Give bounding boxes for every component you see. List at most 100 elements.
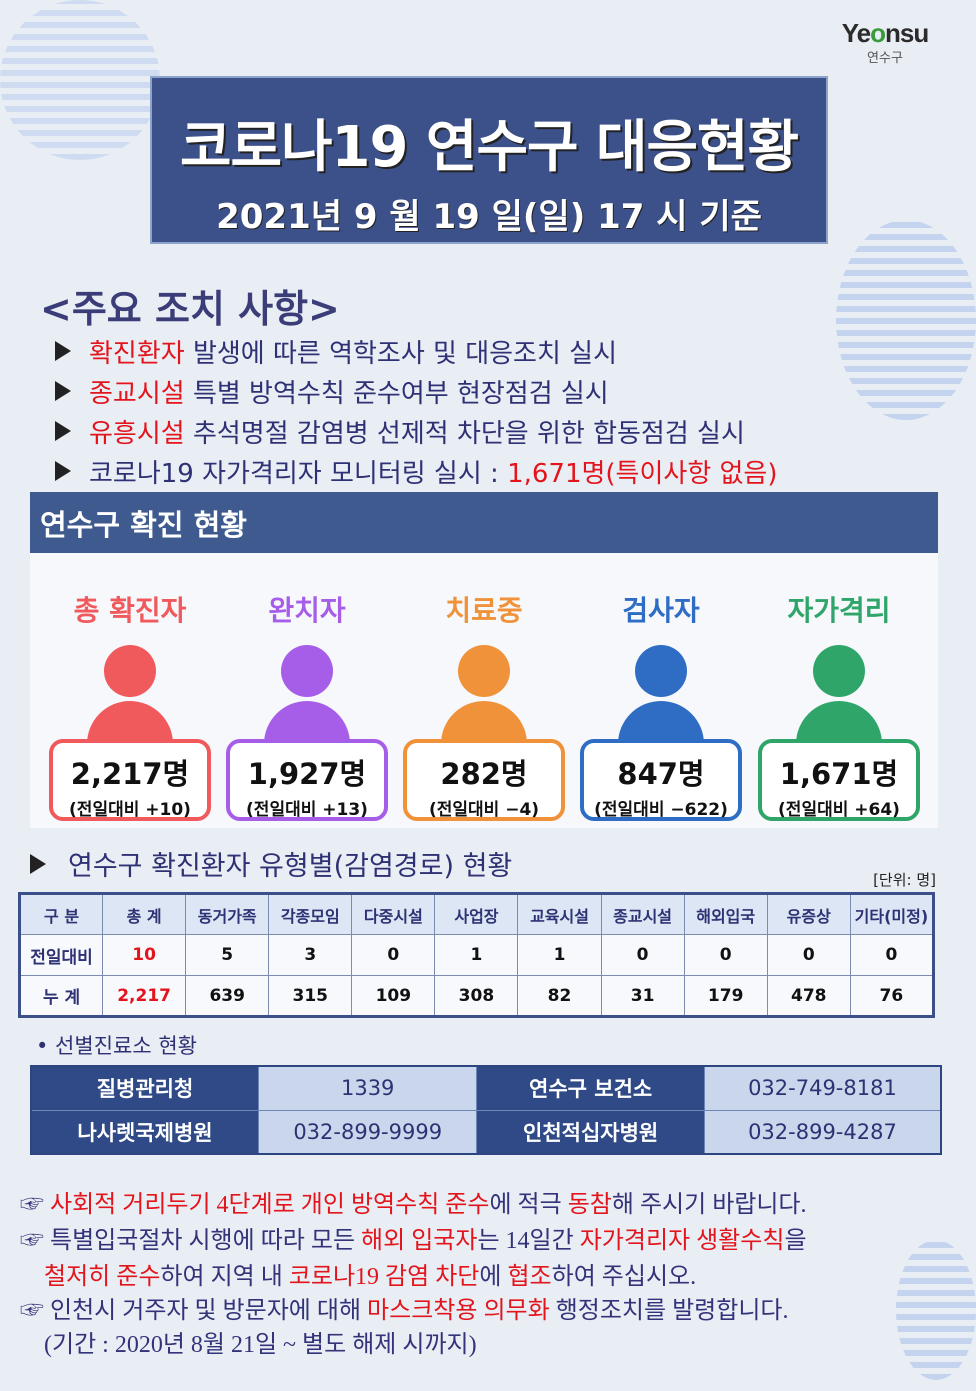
clinic-phone: 032-899-4287 <box>703 1109 942 1155</box>
person-icon <box>104 645 156 697</box>
card-value: 282명 <box>440 757 528 791</box>
page-date: 2021년 9 월 19 일(일) 17 시 기준 <box>216 197 762 237</box>
highlight-text: 철저히 준수 <box>44 1264 161 1290</box>
table-cell: 전일대비 <box>18 934 104 976</box>
section-title: 연수구 확진 현황 <box>30 492 938 553</box>
table-cell: 109 <box>351 975 436 1017</box>
text-segment: 에 <box>479 1264 508 1290</box>
triangle-bullet-icon <box>55 381 71 401</box>
unit-label: [단위: 명] <box>873 871 936 889</box>
text-segment: 특별 방역수칙 준수여부 현장점검 실시 <box>184 379 609 409</box>
highlight-text: 협조 <box>507 1264 552 1290</box>
column-header: 사업장 <box>434 893 519 935</box>
highlight-text: 자가격리자 생활수칙 <box>579 1228 785 1254</box>
status-card: 검사자 847명 (전일대비 −622) <box>580 553 742 828</box>
status-card: 치료중 282명 (전일대비 −4) <box>403 553 565 828</box>
text-segment: 코로나19 자가격리자 모니터링 실시 : <box>89 459 508 489</box>
person-icon <box>635 645 687 697</box>
clinic-row: 질병관리청 1339 연수구 보건소 032-749-8181 <box>30 1065 942 1111</box>
clinic-name: 인천적십자병원 <box>476 1109 705 1155</box>
card-diff: (전일대비 −4) <box>428 800 540 820</box>
table-cell: 315 <box>268 975 353 1017</box>
card-label: 치료중 <box>445 594 523 627</box>
clinic-name: 질병관리청 <box>30 1065 259 1111</box>
table-cell: 10 <box>102 934 187 976</box>
title-box: 코로나19 연수구 대응현황 2021년 9 월 19 일(일) 17 시 기준 <box>150 76 828 244</box>
triangle-bullet-icon <box>55 341 71 361</box>
status-card: 총 확진자 2,217명 (전일대비 +10) <box>49 553 211 828</box>
table-cell: 2,217 <box>102 975 187 1017</box>
status-card: 자가격리 1,671명 (전일대비 +64) <box>758 553 920 828</box>
column-header: 각종모임 <box>268 893 353 935</box>
table-cell: 478 <box>766 975 851 1017</box>
card-label: 완치자 <box>268 594 346 627</box>
card-value: 847명 <box>617 757 705 791</box>
card-diff: (전일대비 +10) <box>69 800 191 820</box>
column-header: 교육시설 <box>517 893 602 935</box>
card-label: 자가격리 <box>787 594 891 627</box>
clinic-row: 나사렛국제병원 032-899-9999 인천적십자병원 032-899-4287 <box>30 1109 942 1155</box>
measure-item: 종교시설 특별 방역수칙 준수여부 현장점검 실시 <box>55 373 955 410</box>
person-icon <box>281 645 333 697</box>
card-diff: (전일대비 +64) <box>778 800 900 820</box>
clinic-phone: 1339 <box>257 1065 478 1111</box>
text-segment: ☞ 특별입국절차 시행에 따라 모든 <box>20 1228 362 1254</box>
notice-line: ☞ 인천시 거주자 및 방문자에 대해 마스크착용 의무화 행정조치를 발령합니… <box>20 1290 956 1325</box>
clinics-title: • 선별진료소 현황 <box>36 1034 197 1058</box>
text-segment: (기간 : 2020년 8월 21일 ~ 별도 해제 시까지) <box>20 1332 477 1358</box>
card-diff: (전일대비 +13) <box>246 800 368 820</box>
highlight-text: 1,671명(특이사항 없음) <box>507 459 778 489</box>
text-segment: 하여 주십시오. <box>551 1264 697 1290</box>
card-diff: (전일대비 −622) <box>594 800 728 820</box>
table-cell: 1 <box>434 934 519 976</box>
person-icon <box>458 645 510 697</box>
text-segment: 는 14일간 <box>477 1228 580 1254</box>
table-cell: 308 <box>434 975 519 1017</box>
column-header: 종교시설 <box>600 893 685 935</box>
table-cell: 0 <box>766 934 851 976</box>
decorative-circle <box>896 1240 976 1380</box>
column-header: 기타(미정) <box>849 893 935 935</box>
clinic-phone: 032-749-8181 <box>703 1065 942 1111</box>
measure-item: 유흥시설 추석명절 감염병 선제적 차단을 위한 합동점검 실시 <box>55 413 955 450</box>
highlight-text: 동참 <box>567 1192 612 1218</box>
table-cell: 82 <box>517 975 602 1017</box>
card-label: 검사자 <box>622 594 700 627</box>
triangle-bullet-icon <box>55 421 71 441</box>
card-value-box: 2,217명 (전일대비 +10) <box>49 739 211 821</box>
highlight-text: 마스크착용 의무화 <box>367 1298 550 1324</box>
text-segment: 을 <box>784 1228 807 1254</box>
clinic-name: 연수구 보건소 <box>476 1065 705 1111</box>
text-segment: ☞ <box>20 1192 50 1218</box>
status-card: 완치자 1,927명 (전일대비 +13) <box>226 553 388 828</box>
highlight-text: 사회적 거리두기 4단계로 개인 방역수칙 준수 <box>50 1192 490 1218</box>
table-row: 누 계 2,217 639 315 109 308 82 31 179 478 76 <box>18 975 935 1017</box>
table-cell: 0 <box>351 934 436 976</box>
column-header: 동거가족 <box>185 893 270 935</box>
text-segment: 에 적극 <box>489 1192 568 1218</box>
table-cell: 76 <box>849 975 935 1017</box>
notice-line: ☞ 특별입국절차 시행에 따라 모든 해외 입국자는 14일간 자가격리자 생활… <box>20 1220 956 1255</box>
measure-item: 확진환자 발생에 따른 역학조사 및 대응조치 실시 <box>55 333 955 370</box>
clinics-table: 질병관리청 1339 연수구 보건소 032-749-8181 나사렛국제병원 032-8… <box>30 1065 942 1155</box>
measure-item: 코로나19 자가격리자 모니터링 실시 : 1,671명(특이사항 없음) <box>55 453 955 490</box>
table-heading: 연수구 확진환자 유형별(감염경로) 현황 <box>30 844 830 883</box>
text-segment: 추석명절 감염병 선제적 차단을 위한 합동점검 실시 <box>184 419 745 449</box>
person-icon <box>813 645 865 697</box>
measures-title: <주요 조치 사항> <box>40 287 340 331</box>
yeonsu-logo: Yeonsu 연수구 <box>841 18 930 66</box>
card-value-box: 282명 (전일대비 −4) <box>403 739 565 821</box>
table-cell: 0 <box>600 934 685 976</box>
table-cell: 639 <box>185 975 270 1017</box>
text-segment: ☞ 인천시 거주자 및 방문자에 대해 <box>20 1298 368 1324</box>
table-cell: 179 <box>683 975 768 1017</box>
table-cell: 3 <box>268 934 353 976</box>
card-value-box: 1,671명 (전일대비 +64) <box>758 739 920 821</box>
table-cell: 31 <box>600 975 685 1017</box>
highlight-text: 유흥시설 <box>89 419 185 449</box>
clinic-phone: 032-899-9999 <box>257 1109 478 1155</box>
status-panel: 총 확진자 2,217명 (전일대비 +10) 완치자 1,927명 (전일대비… <box>30 553 938 828</box>
triangle-bullet-icon <box>55 461 71 481</box>
notice-line: ☞ 사회적 거리두기 4단계로 개인 방역수칙 준수에 적극 동참해 주시기 바… <box>20 1184 956 1219</box>
